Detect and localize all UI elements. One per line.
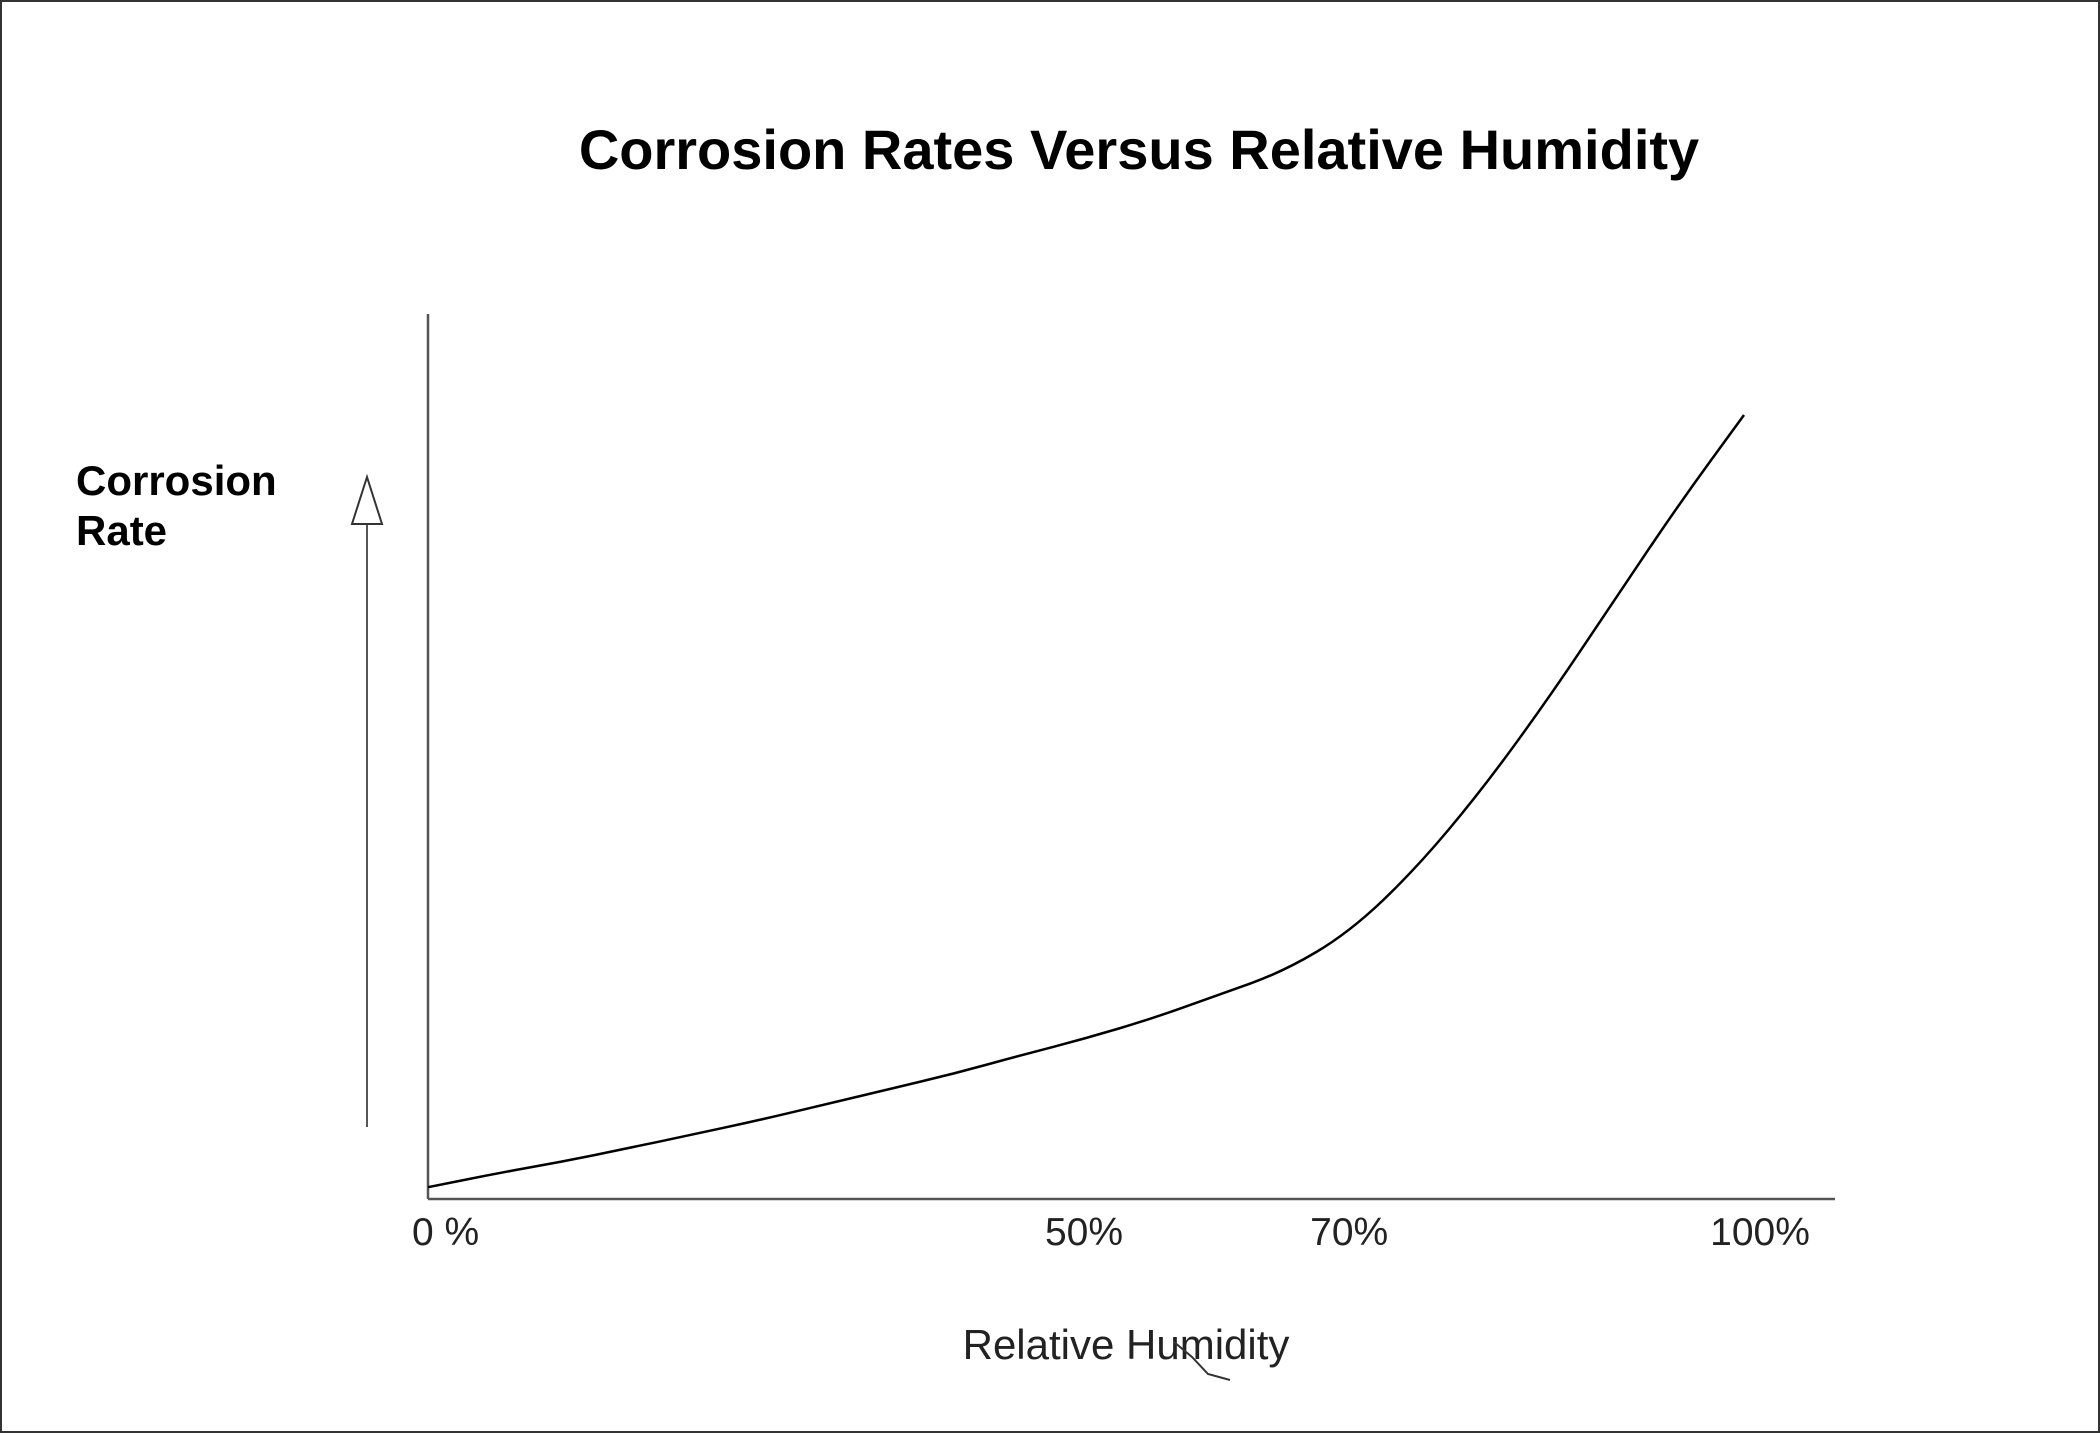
x-tick-label: 100%: [1710, 1211, 1810, 1254]
stray-pen-mark: [1173, 1341, 1231, 1381]
y-axis-label-line-1: Corrosion: [76, 457, 277, 504]
x-axis-label: Relative Humidity: [963, 1321, 1290, 1368]
x-tick-labels: 0 % 50% 70% 100%: [412, 1211, 1810, 1254]
chart-title: Corrosion Rates Versus Relative Humidity: [579, 118, 1699, 181]
series-line-0: [427, 414, 1746, 1189]
x-tick-label: 50%: [1045, 1211, 1123, 1254]
x-tick-label: 0 %: [412, 1211, 479, 1254]
series-layer: [427, 414, 1746, 1189]
y-direction-arrow-head: [350, 473, 384, 525]
y-axis-label-line-2: Rate: [76, 507, 167, 554]
x-tick-label: 70%: [1310, 1211, 1388, 1254]
